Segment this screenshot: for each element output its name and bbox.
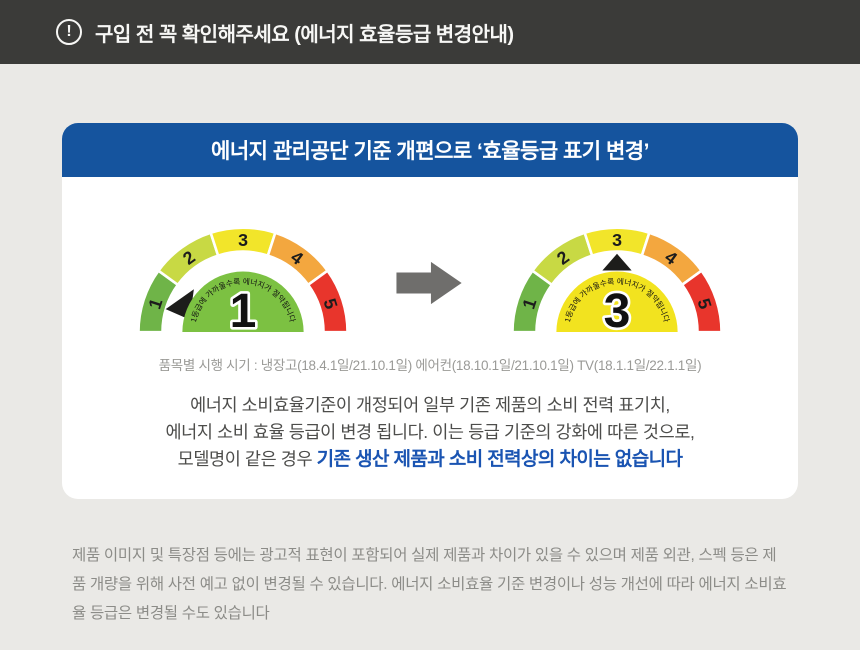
gauge-ring [137, 226, 349, 333]
gauge-segment-5 [680, 268, 723, 333]
exclamation-circle-icon: ! [56, 19, 82, 45]
gauge-comparison: 1 2 3 4 5 1등급에 가까울수록 에너지가 절약됩니다 1 [62, 213, 798, 333]
change-description: 에너지 소비효율기준이 개정되어 일부 기존 제품의 소비 전력 표기치, 에너… [62, 392, 798, 499]
notice-bar-title: 구입 전 꼭 확인해주세요 (에너지 효율등급 변경안내) [95, 23, 514, 46]
energy-gauge-after: 1 2 3 4 5 1등급에 가까울수록 에너지가 절약됩니다 3 [511, 226, 723, 333]
gauge-grade-before: 1 [230, 284, 257, 332]
description-line-3-prefix: 모델명이 같은 경우 [177, 449, 317, 470]
description-line-2: 에너지 소비 효율 등급이 변경 됩니다. 이는 등급 기준의 강화에 따른 것… [165, 422, 695, 443]
schedule-note: 품목별 시행 시기 : 냉장고(18.4.1일/21.10.1일) 에어컨(18… [158, 358, 702, 374]
notice-bar: ! 구입 전 꼭 확인해주세요 (에너지 효율등급 변경안내) [0, 0, 860, 64]
card-header: 에너지 관리공단 기준 개편으로 ‘효율등급 표기 변경’ [62, 123, 798, 177]
gauge-grade-after: 3 [604, 284, 631, 332]
segment-label-3: 3 [238, 230, 248, 250]
right-arrow-icon [396, 262, 462, 305]
segment-label-3: 3 [612, 230, 622, 250]
card-header-title: 에너지 관리공단 기준 개편으로 ‘효율등급 표기 변경’ [211, 140, 649, 163]
gauge-dome [556, 271, 678, 333]
description-line-1: 에너지 소비효율기준이 개정되어 일부 기존 제품의 소비 전력 표기치, [190, 395, 670, 416]
gauge-dome [182, 271, 304, 333]
disclaimer-text: 제품 이미지 및 특장점 등에는 광고적 표현이 포함되어 실제 제품과 차이가… [72, 547, 787, 623]
gauge-ring [511, 226, 723, 333]
energy-rating-card: 에너지 관리공단 기준 개편으로 ‘효율등급 표기 변경’ 1 2 3 4 5 [62, 123, 798, 500]
energy-gauge-before: 1 2 3 4 5 1등급에 가까울수록 에너지가 절약됩니다 1 [137, 226, 349, 333]
gauge-pointer-icon [602, 253, 632, 271]
gauge-segment-5 [306, 268, 349, 333]
description-highlight: 기존 생산 제품과 소비 전력상의 차이는 없습니다 [316, 449, 683, 471]
